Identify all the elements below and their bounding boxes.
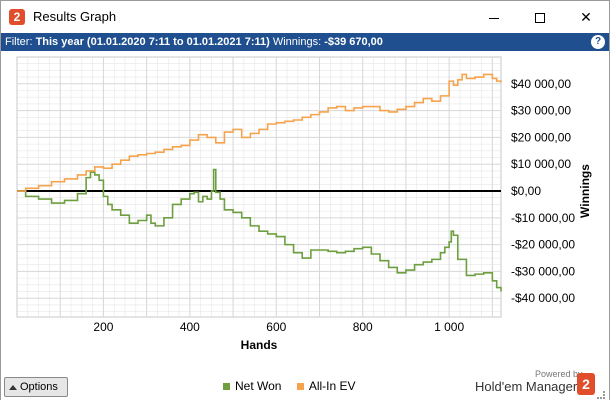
y-tick-label: -$20 000,00	[511, 238, 575, 252]
filter-label: Filter:	[5, 36, 33, 48]
y-tick-label: $0,00	[511, 184, 541, 198]
y-axis-label: Winnings	[578, 164, 592, 218]
y-tick-label: $10 000,00	[511, 157, 571, 171]
legend-label-all-in-ev: All-In EV	[308, 379, 356, 393]
minimize-button[interactable]	[471, 1, 517, 33]
x-tick-label: 800	[353, 320, 373, 334]
x-tick-label: 200	[93, 320, 113, 334]
filter-bar[interactable]: Filter: This year (01.01.2020 7:11 to 01…	[1, 33, 609, 51]
triangle-up-icon	[9, 384, 17, 390]
y-tick-label: -$30 000,00	[511, 264, 575, 278]
filter-value: This year (01.01.2020 7:11 to 01.01.2021…	[35, 36, 270, 48]
legend-label-net-won: Net Won	[235, 379, 282, 393]
chart-legend: Net Won All-In EV	[223, 379, 368, 393]
resize-grip-icon[interactable]	[597, 391, 605, 399]
close-icon: ✕	[580, 9, 592, 25]
chart-svg: 200 400 600 800 1 000 $40 000,00 $30 000,00 $20…	[16, 56, 592, 352]
options-label: Options	[20, 381, 58, 393]
x-tick-label: 400	[180, 320, 200, 334]
y-tick-label: $40 000,00	[511, 77, 571, 91]
y-tick-label: $30 000,00	[511, 104, 571, 118]
maximize-button[interactable]	[517, 1, 563, 33]
x-tick-label: 600	[266, 320, 286, 334]
legend-item-all-in-ev: All-In EV	[296, 379, 356, 393]
winnings-value: -$39 670,00	[324, 36, 383, 48]
legend-item-net-won: Net Won	[223, 379, 281, 393]
hm2-logo-icon: 2	[9, 9, 25, 25]
bottom-bar: Options Net Won All-In EV Powered by Hol…	[1, 367, 609, 400]
maximize-icon	[535, 13, 545, 24]
y-tick-label: $20 000,00	[511, 130, 571, 144]
x-axis-label: Hands	[241, 338, 278, 352]
winnings-label: Winnings:	[272, 36, 322, 48]
x-tick-label: 1 000	[434, 320, 464, 334]
close-button[interactable]: ✕	[563, 1, 609, 33]
hm2-logo-icon: 2	[577, 373, 595, 395]
brand-name: Hold'em Manager	[475, 379, 578, 394]
legend-swatch-all-in-ev	[296, 383, 304, 391]
title-bar[interactable]: 2 Results Graph ✕	[1, 1, 609, 33]
series-line-all-in-ev	[17, 73, 502, 192]
minimize-icon	[489, 17, 499, 19]
window-title: Results Graph	[33, 9, 117, 24]
plot-area	[16, 56, 502, 318]
y-tick-label: -$40 000,00	[511, 291, 575, 305]
legend-swatch-net-won	[223, 383, 230, 391]
options-button[interactable]: Options	[4, 377, 68, 397]
help-icon[interactable]: ?	[591, 35, 605, 49]
results-chart: 200 400 600 800 1 000 $40 000,00 $30 000,00 $20…	[1, 51, 609, 367]
y-tick-label: -$10 000,00	[511, 211, 575, 225]
series-line-net-won	[17, 168, 502, 292]
powered-by-text: Powered by	[535, 369, 583, 379]
